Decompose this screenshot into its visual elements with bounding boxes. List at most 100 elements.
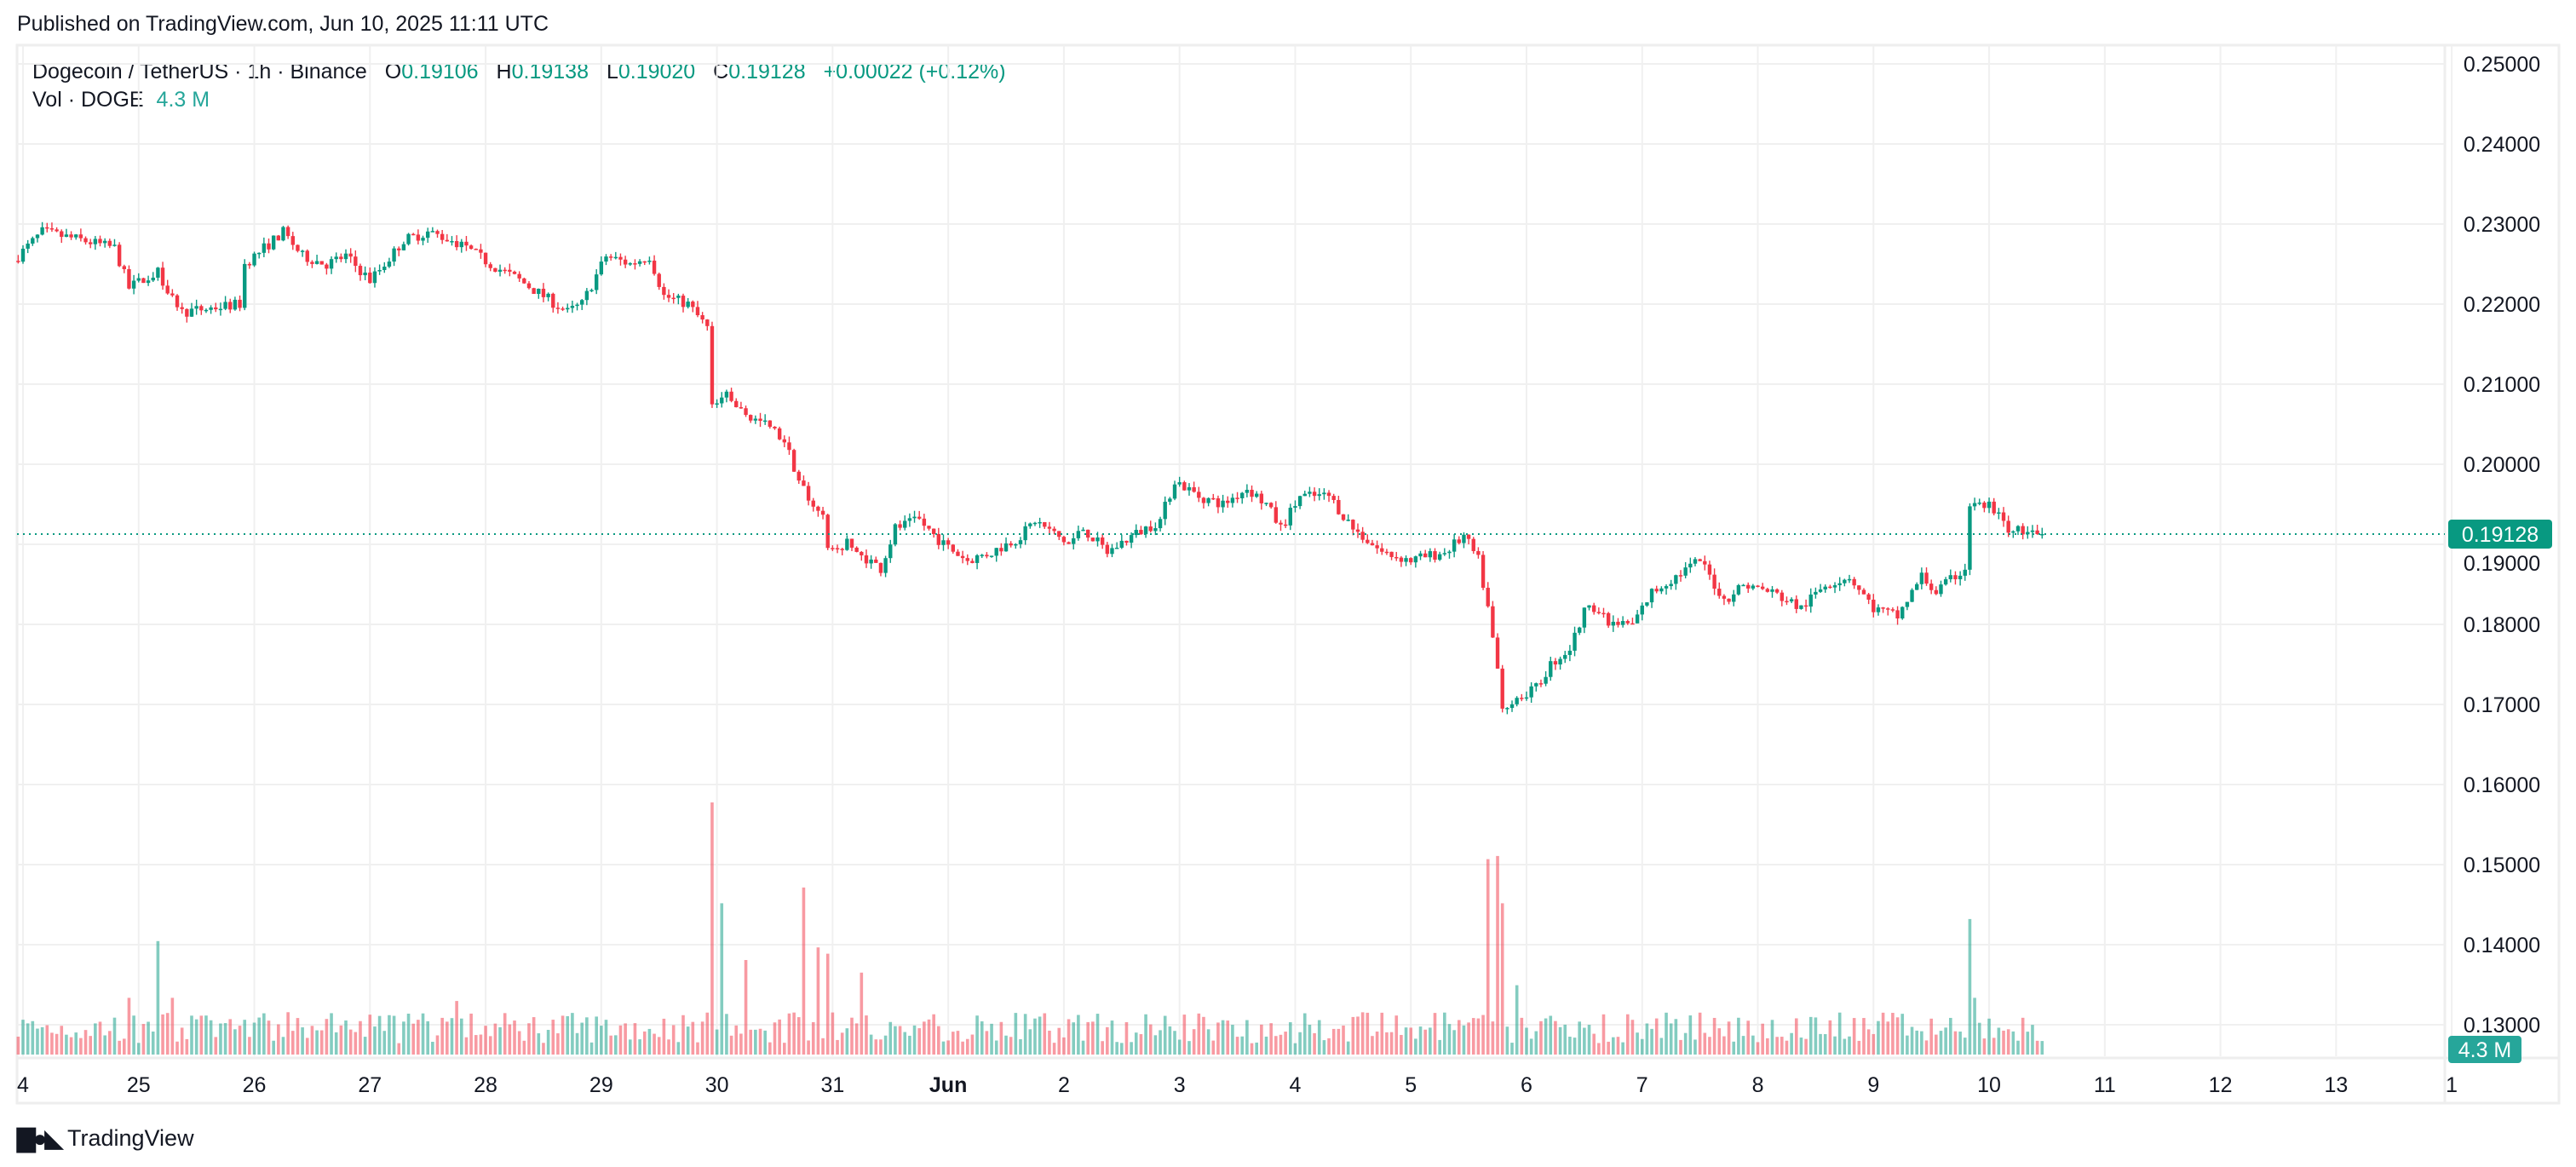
volume-bar: [1274, 1036, 1278, 1055]
candle-body: [180, 307, 184, 309]
volume-bar: [1500, 903, 1504, 1055]
price-tick-label: 0.21000: [2464, 373, 2540, 397]
candle-body: [107, 240, 112, 246]
volume-bar: [1708, 1037, 1711, 1055]
volume-bar: [397, 1043, 401, 1055]
volume-bar: [122, 1038, 126, 1055]
volume-bar: [691, 1021, 695, 1055]
volume-bar: [1703, 1032, 1707, 1055]
date-tick-label: 12: [2209, 1073, 2233, 1097]
candle-body: [1741, 584, 1745, 587]
volume-bar: [1819, 1033, 1822, 1055]
candle-body: [1587, 605, 1591, 608]
volume-bar: [330, 1013, 333, 1055]
volume-bar: [1491, 1021, 1495, 1055]
volume-bar: [1712, 1017, 1716, 1055]
candle-body: [835, 548, 840, 549]
last-price-badge: [2448, 519, 2552, 549]
candle-body: [874, 559, 878, 563]
tradingview-logo[interactable]: ▇●◣ TradingView: [17, 1124, 194, 1153]
candle-body: [1654, 589, 1659, 592]
volume-bar: [1534, 1031, 1538, 1055]
volume-bar: [147, 1021, 150, 1055]
candle-body: [281, 227, 285, 241]
candle-body: [218, 308, 223, 311]
date-tick-label: 9: [1867, 1073, 1879, 1097]
volume-bar: [450, 1018, 454, 1055]
volume-bar: [739, 1033, 743, 1055]
volume-bar: [1906, 1035, 1909, 1055]
volume-bar: [508, 1024, 512, 1055]
candle-body: [724, 391, 729, 398]
candle-body: [1606, 612, 1611, 626]
candle-body: [1939, 584, 1943, 595]
volume-bar: [1346, 1041, 1350, 1055]
candle-body: [1360, 532, 1365, 540]
volume-bar: [618, 1025, 623, 1055]
candle-body: [820, 510, 825, 515]
volume-bar: [252, 1022, 256, 1055]
candle-body: [334, 256, 338, 260]
candle-body: [1259, 493, 1264, 503]
volume-bar: [1891, 1013, 1895, 1055]
volume-bar: [1134, 1032, 1138, 1055]
volume-bar: [1554, 1020, 1557, 1055]
volume-bar: [156, 940, 160, 1055]
date-tick-label: 10: [1977, 1073, 2001, 1097]
volume-bar: [681, 1015, 685, 1055]
volume-label[interactable]: Vol · DOGE: [32, 88, 144, 112]
volume-bar: [1385, 1032, 1389, 1055]
volume-bar: [503, 1013, 507, 1055]
volume-bar: [1544, 1018, 1548, 1055]
candle-body: [1982, 503, 1987, 509]
candle-body: [98, 239, 102, 244]
volume-bar: [585, 1017, 589, 1055]
volume-bar: [1804, 1038, 1808, 1055]
candle-body: [1061, 537, 1067, 543]
volume-bar: [1963, 1038, 1967, 1055]
volume-bar: [2026, 1032, 2030, 1055]
volume-bar: [883, 1035, 888, 1055]
candle-body: [758, 418, 762, 422]
volume-bar: [382, 1031, 387, 1055]
candle-body: [749, 415, 753, 421]
volume-bar: [1987, 1018, 1991, 1055]
price-tick-label: 0.25000: [2464, 53, 2540, 77]
volume-bar: [1770, 1020, 1774, 1055]
volume-bar: [773, 1022, 777, 1055]
candle-body: [1028, 523, 1032, 526]
candle-body: [450, 241, 454, 243]
volume-bar: [40, 1026, 44, 1055]
candle-body: [421, 238, 425, 241]
volume-bar: [69, 1037, 73, 1055]
candle-body: [922, 518, 927, 526]
volume-bar: [1958, 1032, 1962, 1055]
tradingview-logo-icon: ▇●◣: [17, 1125, 63, 1152]
volume-bar: [199, 1015, 204, 1055]
candle-body: [20, 248, 26, 262]
candle-body: [1495, 637, 1500, 669]
candle-body: [768, 420, 773, 428]
candle-body: [686, 302, 690, 308]
volume-bar: [865, 1015, 868, 1055]
candle-body: [1808, 594, 1813, 607]
candle-body: [941, 540, 946, 545]
candle-body: [117, 244, 122, 267]
candle-body: [1322, 492, 1326, 495]
candle-body: [1698, 559, 1702, 561]
candle-body: [16, 261, 20, 262]
volume-bar: [344, 1020, 348, 1055]
candle-body: [960, 555, 965, 559]
volume-bar: [729, 1035, 733, 1055]
candle-body: [156, 267, 160, 278]
volume-bar: [257, 1017, 261, 1055]
candle-body: [2040, 533, 2044, 536]
candle-body: [1934, 589, 1939, 595]
volume-bar: [1124, 1022, 1129, 1055]
candle-body: [1452, 539, 1457, 552]
candle-body: [1481, 555, 1486, 589]
volume-bar: [368, 1015, 372, 1055]
candle-body: [681, 296, 686, 308]
volume-bar: [1785, 1040, 1789, 1055]
